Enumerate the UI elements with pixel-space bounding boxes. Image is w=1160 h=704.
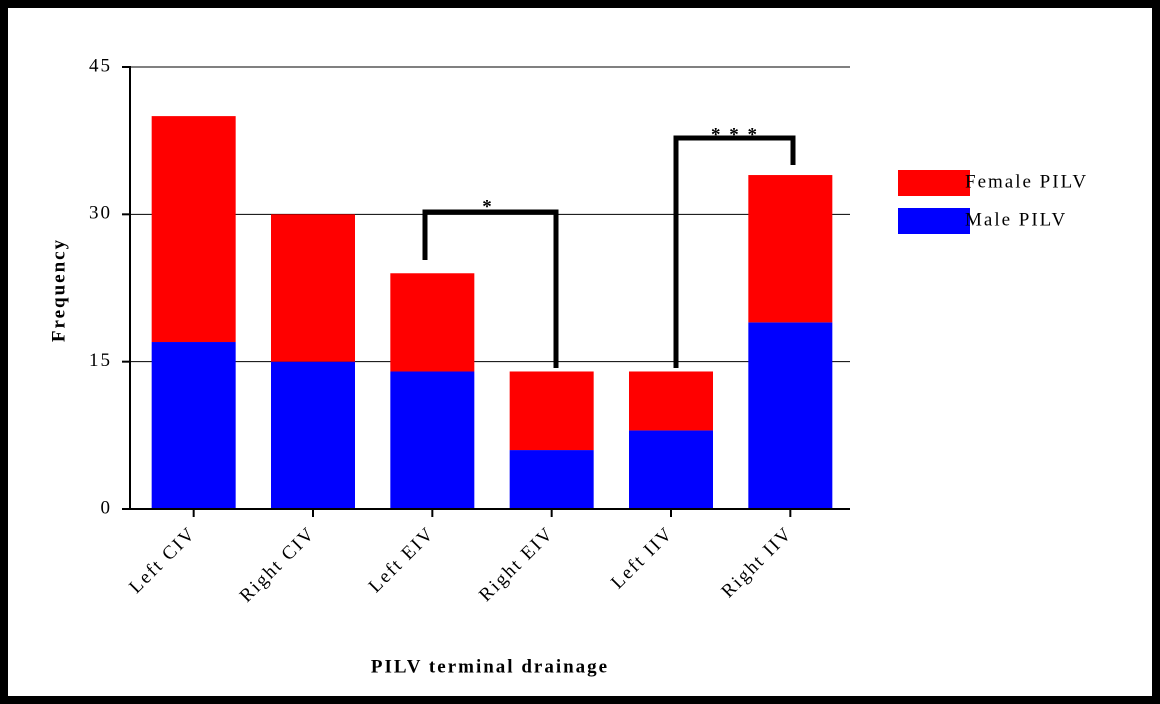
legend-label: Male PILV [965, 209, 1067, 230]
y-tick-label: 15 [89, 350, 112, 371]
bar-segment [629, 371, 713, 431]
y-tick-label: 30 [89, 203, 112, 224]
y-axis-label: Frequency [48, 238, 69, 342]
bar-segment [271, 214, 355, 362]
bar-segment [390, 371, 475, 509]
x-tick-label: Right EIV [475, 523, 558, 606]
legend-swatch [898, 208, 970, 234]
bar-segment [748, 175, 833, 323]
bracket [422, 209, 559, 368]
annotation: * * * [711, 124, 759, 145]
x-tick-label: Left CIV [125, 523, 200, 598]
legend-label: Female PILV [965, 171, 1088, 192]
bar-segment [509, 450, 594, 509]
x-tick-label: Left EIV [365, 523, 439, 597]
bar-segment [271, 361, 355, 509]
bar-segment [151, 116, 236, 343]
bar-segment [390, 273, 475, 372]
bar-segment [748, 322, 833, 509]
legend-swatch [898, 170, 970, 196]
y-tick-label: 0 [101, 497, 113, 518]
bar-segment [629, 430, 713, 509]
y-tick-label: 45 [89, 55, 112, 76]
bar-segment [151, 342, 236, 509]
bar-segment [509, 371, 594, 451]
x-axis-label: PILV terminal drainage [371, 656, 609, 677]
annotation: * [482, 196, 494, 217]
x-tick-label: Right IIV [718, 523, 797, 602]
x-tick-label: Right CIV [236, 523, 320, 607]
bracket [673, 135, 796, 368]
x-tick-label: Left IIV [607, 523, 678, 594]
